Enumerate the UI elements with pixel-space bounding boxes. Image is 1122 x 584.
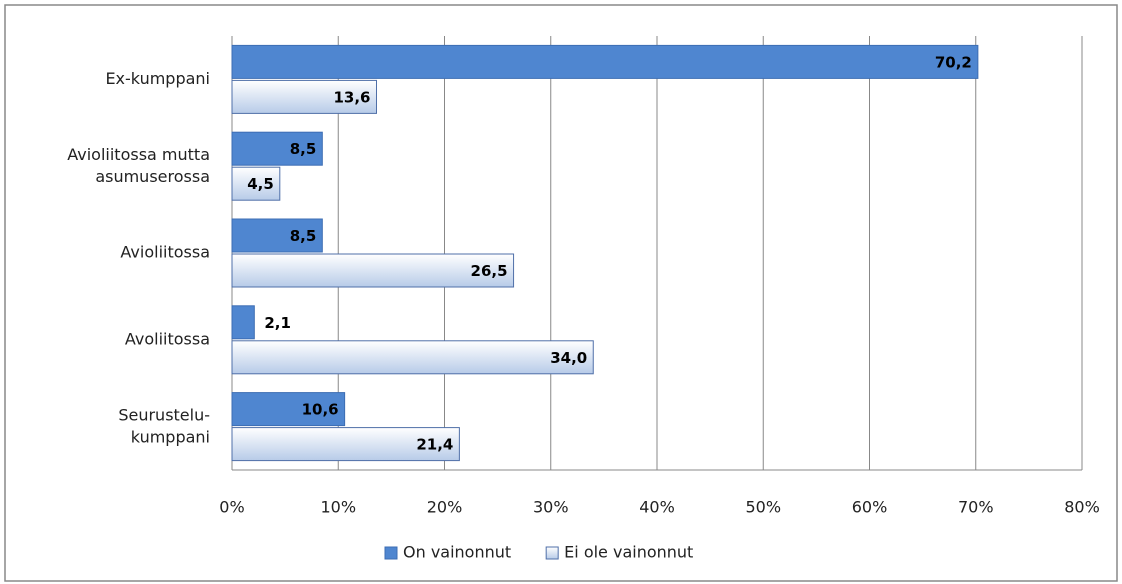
data-label: 10,6 xyxy=(302,401,339,419)
bar xyxy=(231,166,281,201)
x-tick-label: 70% xyxy=(958,498,994,517)
legend-swatch xyxy=(384,546,398,560)
x-tick-label: 50% xyxy=(745,498,781,517)
data-label: 34,0 xyxy=(550,349,587,367)
y-tick-label: Avoliitossa xyxy=(125,329,210,348)
bar xyxy=(231,131,323,166)
data-label: 21,4 xyxy=(416,436,453,454)
x-tick-label: 80% xyxy=(1064,498,1100,517)
data-label: 8,5 xyxy=(290,140,317,158)
bar xyxy=(231,218,323,253)
bar xyxy=(231,79,377,114)
bar xyxy=(231,253,515,288)
y-tick-label: Avioliitossa xyxy=(120,243,210,262)
legend-label: On vainonnut xyxy=(403,543,511,562)
chart-frame xyxy=(4,4,1118,582)
x-tick-label: 10% xyxy=(320,498,356,517)
bar xyxy=(231,392,346,427)
data-label: 13,6 xyxy=(333,88,370,106)
y-tick-label: Seurustelu-kumppani xyxy=(118,405,210,446)
data-label: 2,1 xyxy=(264,314,291,332)
x-tick-label: 0% xyxy=(219,498,244,517)
bar xyxy=(231,427,460,462)
x-tick-label: 30% xyxy=(533,498,569,517)
bar xyxy=(231,44,979,79)
legend-label: Ei ole vainonnut xyxy=(564,543,693,562)
y-tick-label: Avioliitossa mutta asumuserossa xyxy=(67,145,210,186)
bar xyxy=(231,305,255,340)
data-label: 70,2 xyxy=(935,53,972,71)
data-label: 26,5 xyxy=(471,262,508,280)
data-label: 4,5 xyxy=(247,175,274,193)
x-tick-label: 20% xyxy=(427,498,463,517)
legend-swatch xyxy=(545,546,559,560)
bar xyxy=(231,340,594,375)
x-tick-label: 40% xyxy=(639,498,675,517)
y-tick-label: Ex-kumppani xyxy=(105,69,210,88)
x-tick-label: 60% xyxy=(852,498,888,517)
data-label: 8,5 xyxy=(290,227,317,245)
